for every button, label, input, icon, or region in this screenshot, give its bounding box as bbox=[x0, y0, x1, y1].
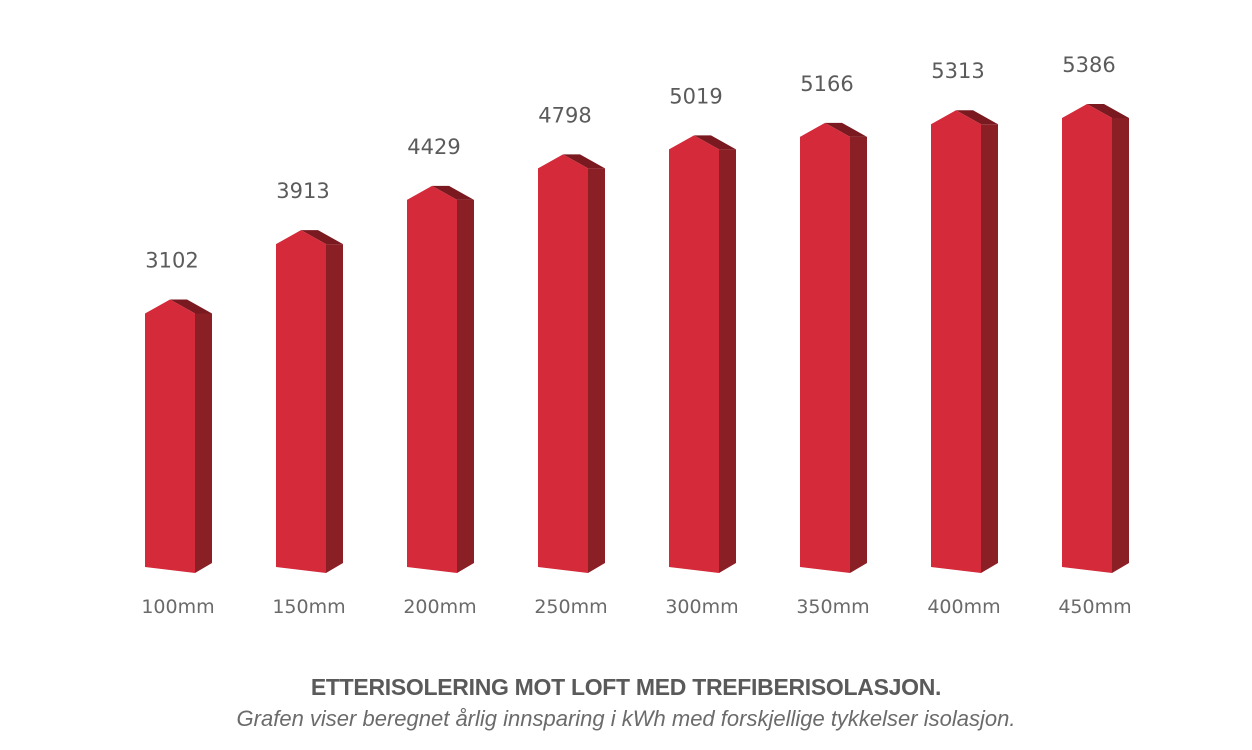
bar-side bbox=[850, 136, 867, 573]
x-tick-label: 450mm bbox=[1058, 596, 1131, 618]
x-tick-label: 400mm bbox=[927, 596, 1000, 618]
bar bbox=[276, 230, 326, 573]
bar bbox=[669, 135, 719, 574]
data-label: 4429 bbox=[407, 135, 460, 159]
data-label: 3913 bbox=[276, 179, 329, 203]
data-label: 5166 bbox=[800, 72, 853, 96]
bar-top bbox=[825, 122, 867, 137]
bar-top bbox=[1087, 104, 1129, 118]
bar-side bbox=[457, 199, 474, 573]
x-tick-label: 100mm bbox=[141, 596, 214, 618]
bar bbox=[407, 185, 457, 573]
category-labels-group: 100mm 150mm 200mm 250mm 300mm 350mm 400mm 450mm bbox=[141, 596, 1131, 618]
data-label: 5019 bbox=[669, 84, 722, 108]
bar-side bbox=[1112, 118, 1129, 573]
bar-side bbox=[326, 244, 343, 573]
bar bbox=[538, 154, 588, 574]
x-tick-label: 350mm bbox=[796, 596, 869, 618]
data-label: 5386 bbox=[1062, 53, 1115, 77]
bar-side bbox=[981, 124, 998, 574]
x-tick-label: 200mm bbox=[403, 596, 476, 618]
bar-top bbox=[956, 110, 998, 125]
bar-top bbox=[301, 230, 343, 245]
bars-group bbox=[145, 104, 1129, 574]
bar bbox=[145, 299, 195, 573]
bar-side bbox=[588, 168, 605, 574]
data-label: 4798 bbox=[538, 103, 591, 127]
x-tick-label: 150mm bbox=[272, 596, 345, 618]
bar bbox=[1062, 104, 1112, 573]
x-tick-label: 300mm bbox=[665, 596, 738, 618]
data-label: 3102 bbox=[145, 248, 198, 272]
x-tick-label: 250mm bbox=[534, 596, 607, 618]
value-labels-group: 3102 3913 4429 4798 5019 5166 5313 5386 bbox=[145, 53, 1115, 272]
chart-title: ETTERISOLERING MOT LOFT MED TREFIBERISOL… bbox=[310, 674, 942, 700]
bar-top bbox=[694, 135, 736, 150]
bar-top bbox=[563, 154, 605, 169]
bar-top bbox=[170, 299, 212, 314]
bar-top bbox=[432, 185, 474, 200]
bar-side bbox=[719, 149, 736, 574]
bar bbox=[800, 122, 850, 574]
chart-subtitle: Grafen viser beregnet årlig innsparing i… bbox=[236, 706, 1016, 731]
bar bbox=[931, 110, 981, 574]
bar-side bbox=[195, 313, 212, 573]
data-label: 5313 bbox=[931, 59, 984, 83]
